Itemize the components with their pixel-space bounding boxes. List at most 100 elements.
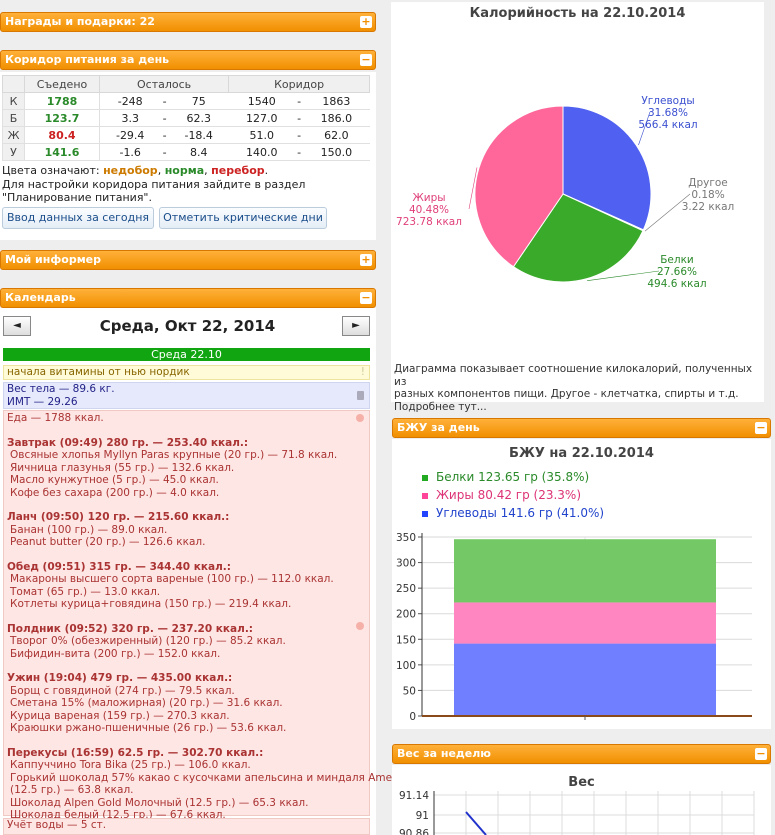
meal-item: Борщ с говядиной (274 гр.) — 79.5 ккал. [10,684,235,697]
calendar-panel-header[interactable]: Календарь − [0,288,376,308]
legend-label: Белки 123.65 гр (35.8%) [436,470,590,484]
collapse-icon[interactable]: − [755,421,767,434]
input-today-button[interactable]: Ввод данных за сегодня [2,207,154,229]
eaten-value: 80.4 [24,126,100,144]
bju-bar-chart: 0 50 100 150 200 250 300 350 [396,532,752,723]
note-entry[interactable]: начала витамины от нью нордик ! [3,365,370,380]
desc-line-2: разных компонентов пищи. Другое - клетча… [394,388,739,400]
left-column: Награды и подарки: 22 + Коридор питания … [0,0,399,835]
corridor-title: Коридор питания за день [5,53,170,66]
corridor-dash: - [294,92,304,110]
collapse-icon[interactable]: − [755,747,767,760]
bar-segment-Углеводы [454,643,716,716]
pie-label-connector [638,111,651,146]
pie-label-percent: 31.68% [648,107,688,119]
meal-item: Краюшки ржано-пшеничные (26 гр.) — 53.6 … [10,722,287,734]
awards-panel-header[interactable]: Награды и подарки: 22 + [0,12,376,32]
informer-panel-header[interactable]: Мой информер + [0,250,376,270]
left-max: -18.4 [168,126,229,144]
bju-panel-header[interactable]: БЖУ за день − [392,418,771,438]
meal-block: Обед (09:51) 315 гр. — 344.40 ккал.: Мака… [7,561,369,611]
weight-entry[interactable]: Вес тела — 89.6 кг. ИМТ — 29.26 [3,382,370,409]
meals-list: Завтрак (09:49) 280 гр. — 253.40 ккал.: О… [7,437,400,822]
left-max: 62.3 [168,109,229,127]
collapse-icon[interactable]: − [360,291,372,304]
left-min: -1.6 [99,143,161,161]
row-label: К [2,92,25,110]
pie-slice-Жиры [474,105,564,268]
weight-line-chart: 91.14 91 90.86 [399,790,755,835]
meal-header: Полдник (09:52) 320 гр. — 237.20 ккал.: [7,622,254,635]
pie-label-kcal: 723.78 ккал [396,216,462,228]
meal-block: Полдник (09:52) 320 гр. — 237.20 ккал.: Т… [7,623,369,661]
meal-block: Ужин (19:04) 479 гр. — 435.00 ккал.: Борщ… [7,672,369,735]
meal-item: Макароны высшего сорта вареные (100 гр.)… [10,573,334,585]
water-entry[interactable]: Учёт воды — 5 ст. [3,818,370,835]
legend-swatch [422,492,428,499]
bju-legend: Белки 123.65 гр (35.8%) Жиры 80.42 гр (23… [422,468,604,522]
corridor-max: 1863 [303,92,370,110]
calendar-date: Среда, Окт 22, 2014 [99,317,276,335]
expand-icon[interactable]: + [360,253,372,266]
meal-item: Горький шоколад 57% какао с кусочками ап… [10,771,400,784]
prev-day-button[interactable]: ◄ [3,316,31,336]
row-label: Ж [2,126,25,144]
legend-swatch [422,510,428,517]
bar-segment-Жиры [454,602,716,644]
corridor-help: Для настройки коридора питания зайдите в… [2,178,305,204]
bju-title: БЖУ за день [397,421,480,434]
y-tick-label: 100 [396,660,416,672]
legend-label: Углеводы 141.6 гр (41.0%) [436,506,605,520]
expand-icon[interactable]: + [360,15,372,28]
y-tick-label: 91 [416,810,429,822]
pie-label-name: Белки [660,254,694,266]
weight-panel-header[interactable]: Вес за неделю − [392,744,771,764]
food-icon [356,622,364,630]
color-over: перебор [211,164,265,177]
meal-block: Завтрак (09:49) 280 гр. — 253.40 ккал.: О… [7,437,369,500]
left-max: 75 [168,92,229,110]
corridor-panel-header[interactable]: Коридор питания за день − [0,50,376,70]
y-tick-label: 350 [396,532,416,544]
pie-label-connector [468,167,478,210]
eaten-value: 141.6 [24,143,100,161]
note-icon: ! [360,366,365,378]
corridor-min: 140.0 [228,143,295,161]
more-link[interactable]: Подробнее тут... [394,400,487,413]
corridor-min: 51.0 [228,126,295,144]
weight-panel-title: Вес за неделю [397,747,491,760]
left-min: -248 [99,92,161,110]
calorie-chart-description: Диаграмма показывает соотношение килокал… [394,363,764,413]
collapse-icon[interactable]: − [360,53,372,66]
corridor-min: 127.0 [228,109,295,127]
weight-line [465,811,487,835]
calendar-panel: ◄ Среда, Окт 22, 2014 ► Среда 22.10 нача… [0,308,399,835]
meal-item: Масло кунжутное (5 гр.) — 45.0 ккал. [10,474,219,486]
meal-header: Обед (09:51) 315 гр. — 344.40 ккал.: [7,560,231,573]
y-tick-label: 250 [396,583,416,595]
bju-chart-box: БЖУ на 22.10.2014 Белки 123.65 гр (35.8%… [392,439,771,729]
critical-days-button[interactable]: Отметить критические дни [159,207,327,229]
corridor-panel: Съедено Осталось Коридор К 1788 -248-75 154… [0,72,376,240]
table-row: У 141.6 -1.6-8.4 140.0-150.0 [2,143,370,161]
pie-label-percent: 27.66% [657,266,697,278]
meal-item: Шоколад Alpen Gold Молочный (12.5 гр.) —… [10,796,309,809]
next-day-button[interactable]: ► [342,316,370,336]
pie-label-name: Углеводы [641,95,694,107]
corridor-dash: - [294,143,304,161]
corridor-header-corridor: Коридор [228,75,370,93]
meal-item: Томат (65 гр.) — 13.0 ккал. [10,585,161,598]
pie-label-kcal: 3.22 ккал [682,201,735,213]
pie-slice-Белки [512,193,644,283]
help-line-2: "Планирование питания". [2,191,152,204]
food-entry[interactable]: Еда — 1788 ккал. Завтрак (09:49) 280 гр.… [3,410,399,821]
day-bar[interactable]: Среда 22.10 [3,348,370,361]
y-tick-label: 91.14 [399,790,429,802]
calorie-chart-box: Калорийность на 22.10.2014 Углеводы 31.68… [391,2,764,413]
left-dash: - [160,92,169,110]
meal-item: Курица вареная (159 гр.) — 270.3 ккал. [10,709,230,722]
meal-item: Котлеты курица+говядина (150 гр.) — 219.… [10,598,292,610]
corridor-dash: - [294,109,304,127]
pie-label-kcal: 494.6 ккал [647,278,706,290]
